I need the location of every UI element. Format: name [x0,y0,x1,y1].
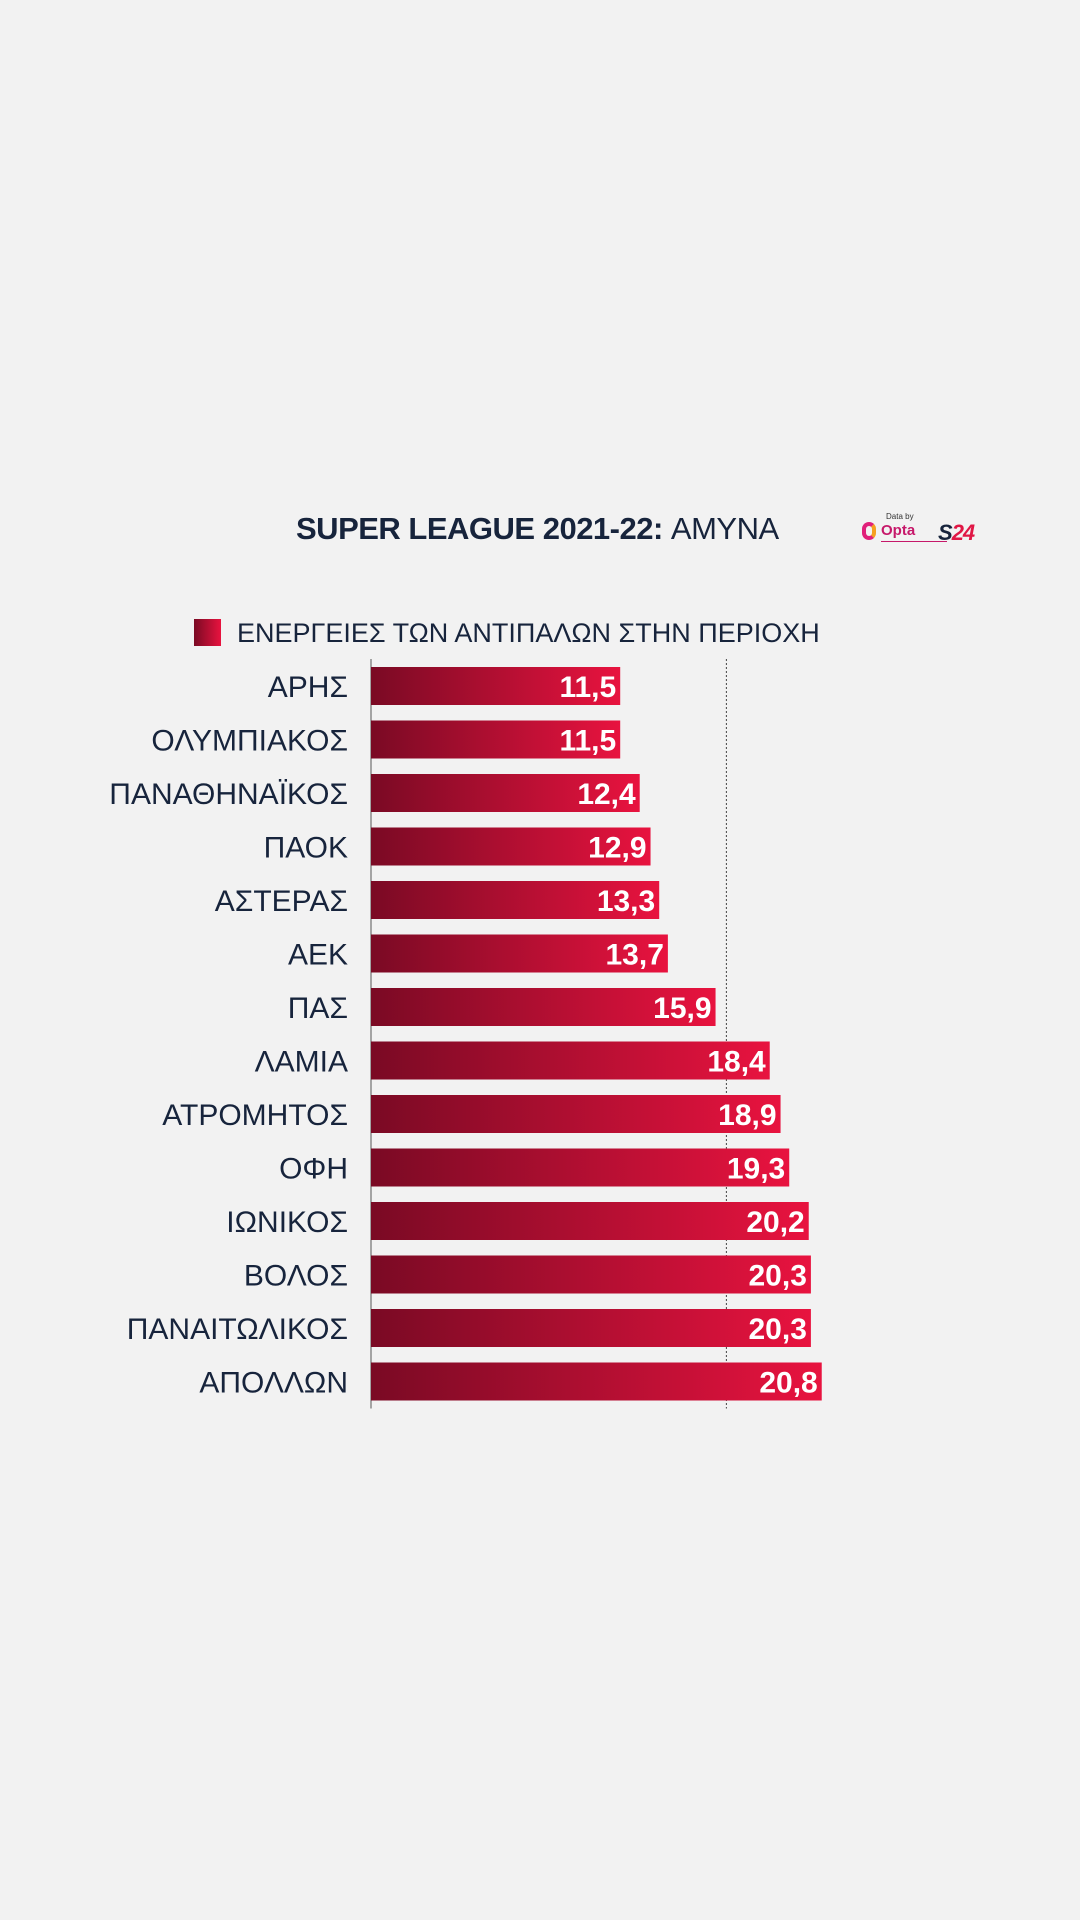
category-label: ΑΡΗΣ [268,671,348,704]
bar-row: ΟΦΗ 19,3 [279,1148,790,1187]
bar-row: ΑΣΤΕΡΑΣ 13,3 [215,881,660,919]
bar-row: ΟΛΥΜΠΙΑΚΟΣ 11,5 [151,720,621,759]
legend-label: ΕΝΕΡΓΕΙΕΣ ΤΩΝ ΑΝΤΙΠΑΛΩΝ ΣΤΗΝ ΠΕΡΙΟΧΗ [237,618,820,648]
bar-row: ΒΟΛΟΣ 20,3 [244,1255,811,1294]
value-label: 11,5 [559,671,616,704]
data-by-label: Data by [886,512,914,521]
category-label: ΑΠΟΛΛΩΝ [199,1367,348,1400]
bar-row: ΑΤΡΟΜΗΤΟΣ 18,9 [162,1095,781,1133]
bar [371,667,621,705]
value-label: 13,3 [597,885,655,918]
bar-row: ΠΑΟΚ 12,9 [264,827,651,866]
chart-title-bold: SUPER LEAGUE 2021-22: [296,511,663,546]
value-label: 20,8 [759,1367,817,1400]
category-label: ΠΑΝΑΙΤΩΛΙΚΟΣ [127,1313,348,1346]
value-label: 18,9 [718,1099,776,1132]
value-label: 19,3 [727,1153,785,1186]
bar [371,1202,809,1240]
bar-row: ΠΑΝΑΙΤΩΛΙΚΟΣ 20,3 [127,1309,811,1347]
value-label: 13,7 [605,939,663,972]
bar [371,1148,790,1187]
value-label: 18,4 [707,1046,766,1079]
bar-row: ΑΕΚ 13,7 [288,934,668,973]
chart-title: SUPER LEAGUE 2021-22: ΑΜΥΝΑ [296,511,779,547]
opta-underline [881,541,947,542]
value-label: 20,3 [749,1313,807,1346]
category-label: ΟΛΥΜΠΙΑΚΟΣ [151,725,348,758]
bar-row: ΠΑΝΑΘΗΝΑΪΚΟΣ 12,4 [109,774,640,812]
category-label: ΠΑΝΑΘΗΝΑΪΚΟΣ [109,778,348,811]
opta-logo-text: Opta [881,522,916,539]
bar [371,1041,770,1080]
bar-row: ΛΑΜΙΑ 18,4 [255,1041,770,1080]
category-label: ΑΣΤΕΡΑΣ [215,885,348,918]
category-label: ΙΩΝΙΚΟΣ [226,1206,348,1239]
category-label: ΛΑΜΙΑ [255,1046,348,1079]
category-label: ΟΦΗ [279,1153,348,1186]
bar [371,774,640,812]
category-label: ΠΑΣ [288,992,348,1025]
brand-logos: Data by Opta S24 [862,512,992,546]
value-label: 15,9 [653,992,711,1025]
bar [371,988,716,1026]
bar-row: ΠΑΣ 15,9 [288,988,716,1026]
value-label: 12,9 [588,832,646,865]
bar [371,827,651,866]
opta-logo-icon [862,522,876,540]
category-label: ΑΤΡΟΜΗΤΟΣ [162,1099,348,1132]
bar [371,934,668,973]
value-label: 12,4 [577,778,636,811]
bar [371,1362,822,1401]
bar [371,881,660,919]
bar [371,720,621,759]
bar-row: ΑΠΟΛΛΩΝ 20,8 [199,1362,822,1401]
bar [371,1309,811,1347]
value-label: 11,5 [559,725,616,758]
category-label: ΠΑΟΚ [264,832,348,865]
s24-logo-s: S [938,520,953,545]
bar-row: ΑΡΗΣ 11,5 [268,667,621,705]
category-label: ΒΟΛΟΣ [244,1260,348,1293]
value-label: 20,3 [749,1260,807,1293]
chart-title-rest: ΑΜΥΝΑ [662,511,779,546]
bar-row: ΙΩΝΙΚΟΣ 20,2 [226,1202,809,1240]
s24-logo-number: 24 [951,520,976,545]
value-label: 20,2 [746,1206,804,1239]
category-label: ΑΕΚ [288,939,348,972]
s24-logo: S24 [938,520,976,546]
legend-swatch [194,619,221,646]
bar [371,1255,811,1294]
bar [371,1095,781,1133]
